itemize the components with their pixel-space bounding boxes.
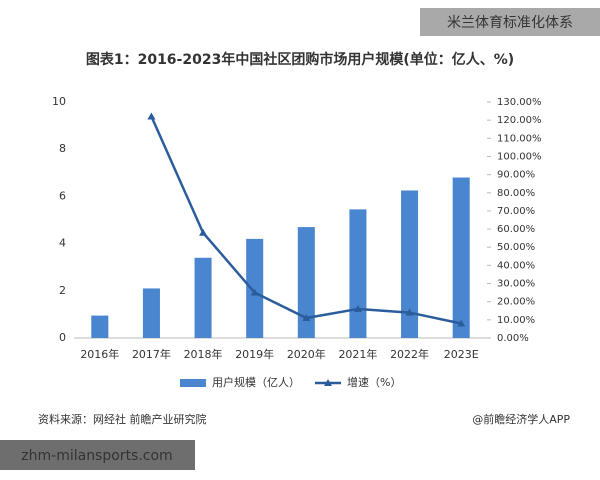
legend-swatch [180, 379, 206, 387]
y-tick-label: 2 [59, 284, 66, 297]
y2-tick-label: 0.00% [497, 333, 529, 344]
bar [452, 177, 470, 338]
watermark-bottom: zhm-milansports.com [21, 448, 172, 464]
bar [142, 288, 160, 338]
y2-tick-label: 90.00% [497, 170, 535, 181]
chart-title: 图表1：2016-2023年中国社区团购市场用户规模(单位：亿人、%) [86, 51, 514, 68]
x-tick-label: 2020年 [287, 347, 326, 361]
bar [91, 315, 109, 338]
legend-swatch [324, 379, 332, 386]
y2-tick-label: 120.00% [497, 115, 542, 126]
credit: @前瞻经济学人APP [472, 412, 570, 426]
y-tick-label: 8 [59, 142, 66, 155]
y2-tick-label: 20.00% [497, 297, 535, 308]
line-marker [405, 308, 414, 316]
legend-label: 增速（%） [347, 375, 401, 389]
line-marker [250, 288, 259, 296]
bar [297, 227, 315, 338]
bar [246, 238, 264, 338]
bar [349, 209, 367, 338]
line-marker [199, 228, 208, 236]
x-tick-label: 2019年 [235, 347, 274, 361]
x-tick-label: 2016年 [80, 347, 119, 361]
y-tick-label: 0 [59, 331, 66, 344]
x-tick-label: 2023E [444, 348, 479, 361]
watermark-box [0, 440, 195, 470]
legend-label: 用户规模（亿人） [212, 375, 300, 389]
line-marker [353, 304, 362, 312]
line-marker [147, 112, 156, 120]
y2-tick-label: 130.00% [497, 97, 542, 108]
y-tick-label: 4 [59, 237, 66, 250]
watermark-box [420, 8, 600, 36]
y-tick-label: 6 [59, 189, 66, 202]
bar [194, 257, 212, 338]
y2-tick-label: 100.00% [497, 151, 542, 162]
y2-tick-label: 60.00% [497, 224, 535, 235]
x-tick-label: 2018年 [184, 347, 223, 361]
y2-tick-label: 30.00% [497, 279, 535, 290]
y2-tick-label: 80.00% [497, 188, 535, 199]
y-tick-label: 10 [52, 95, 66, 108]
watermark-top: 米兰体育标准化体系 [447, 15, 573, 31]
bar [401, 190, 419, 338]
line-marker [457, 319, 466, 327]
source: 资料来源：网经社 前瞻产业研究院 [38, 412, 207, 426]
y2-tick-label: 110.00% [497, 133, 542, 144]
x-tick-label: 2022年 [390, 347, 429, 361]
x-tick-label: 2017年 [132, 347, 171, 361]
y2-tick-label: 10.00% [497, 315, 535, 326]
y2-tick-label: 70.00% [497, 206, 535, 217]
x-tick-label: 2021年 [338, 347, 377, 361]
y2-tick-label: 40.00% [497, 260, 535, 271]
y2-tick-label: 50.00% [497, 242, 535, 253]
line-marker [302, 314, 311, 322]
